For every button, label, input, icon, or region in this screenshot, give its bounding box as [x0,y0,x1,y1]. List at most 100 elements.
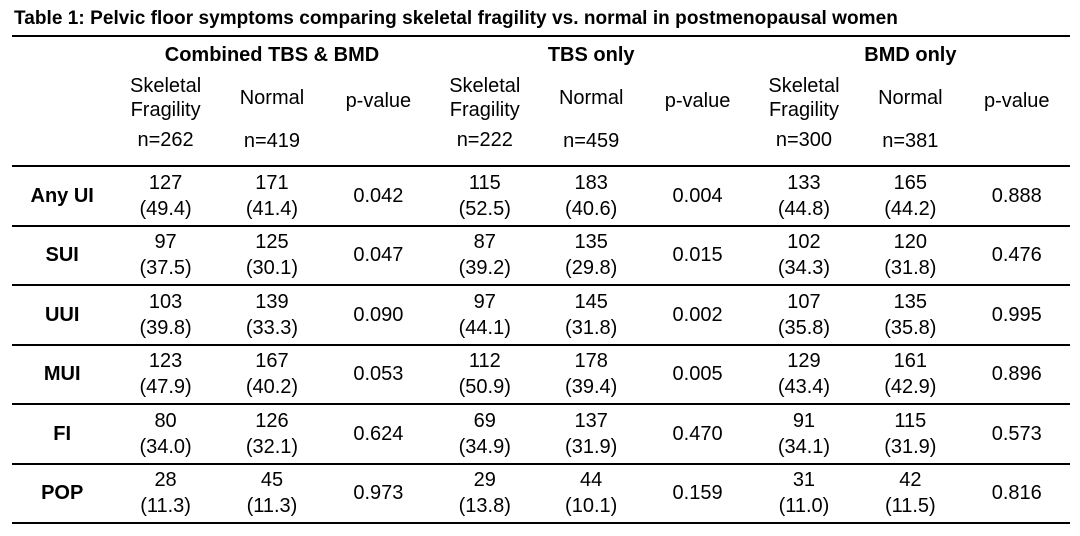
subheader-normal-label: Normal [558,87,624,109]
p-value-cell: 0.015 [644,224,751,285]
skeletal-fragility-cell: 29 (13.8) [431,462,538,524]
normal-cell: 44 (10.1) [537,462,645,524]
count-value: 165 [893,171,928,194]
percent-value: (13.8) [458,495,511,518]
normal-cell: 178 (39.4) [537,343,645,404]
subheader-normal: Normal n=459 [538,73,644,166]
count-value: 115 [894,409,927,432]
percent-value: (11.0) [778,495,830,518]
skeletal-fragility-cell: 69 (34.9) [431,403,538,464]
skeletal-fragility-cell: 91 (34.1) [750,403,858,464]
symptoms-table: Combined TBS & BMD TBS only BMD only Ske… [12,35,1070,524]
group-header-row: Combined TBS & BMD TBS only BMD only [12,35,1070,73]
count-value: 120 [893,231,928,254]
count-value: 28 [154,469,177,492]
normal-cell: 145 (31.8) [537,284,645,345]
p-value-cell: 0.002 [644,284,751,345]
count-value: 87 [473,231,496,254]
subheader-row: Skeletal Fragility n=262 Normal n=419 p-… [12,73,1070,166]
skeletal-fragility-cell: 112 (50.9) [431,343,538,404]
subheader-normal-label: Normal [878,87,943,109]
count-value: 91 [792,409,816,432]
skeletal-fragility-cell: 80 (34.0) [112,403,219,464]
percent-value: (43.4) [777,376,831,399]
count-value: 80 [154,409,177,432]
subheader-pvalue: p-value [345,90,412,112]
count-value: 135 [574,231,608,254]
percent-value: (41.4) [245,197,299,220]
percent-value: (31.9) [565,435,618,458]
percent-value: (34.0) [139,435,192,458]
subheader-normal-label: Normal [239,87,305,109]
percent-value: (10.1) [565,495,618,518]
count-value: 97 [473,290,496,313]
subheader-normal: Normal n=419 [219,73,325,166]
p-value-cell: 0.896 [963,343,1070,404]
skeletal-fragility-cell: 97 (44.1) [431,284,538,345]
count-combined-normal: n=419 [243,130,301,152]
count-value: 126 [255,409,289,432]
percent-value: (44.8) [777,197,831,220]
count-value: 178 [574,350,608,373]
group-header-tbs: TBS only [431,35,751,73]
subheader-skeletal-line2: Fragility [449,99,520,121]
percent-value: (33.3) [245,316,299,339]
percent-value: (11.3) [246,495,298,518]
percent-value: (42.9) [884,376,937,399]
skeletal-fragility-cell: 31 (11.0) [750,462,858,524]
normal-cell: 135 (29.8) [537,224,645,285]
normal-cell: 167 (40.2) [218,343,326,404]
row-label: UUI [12,284,113,345]
p-value-cell: 0.090 [325,284,432,345]
p-value-cell: 0.004 [644,165,751,226]
count-value: 167 [255,350,289,373]
count-value: 31 [792,469,816,492]
subheader-skeletal-line1: Skeletal [129,75,202,97]
count-value: 97 [154,231,177,254]
subheader-pvalue: p-value [983,90,1050,112]
normal-cell: 165 (44.2) [857,165,964,226]
count-value: 29 [473,469,496,492]
percent-value: (30.1) [245,257,299,280]
count-value: 137 [574,409,608,432]
subheader-skeletal-line1: Skeletal [768,75,840,97]
p-value-cell: 0.053 [325,343,432,404]
skeletal-fragility-cell: 28 (11.3) [112,462,219,524]
p-value-cell: 0.973 [325,462,432,524]
percent-value: (29.8) [565,257,618,280]
table-title: Table 1: Pelvic floor symptoms comparing… [14,8,898,29]
percent-value: (40.6) [565,197,618,220]
normal-cell: 115 (31.9) [857,403,964,464]
count-value: 139 [255,290,289,313]
count-value: 125 [255,231,289,254]
table-row: Any UI 127 (49.4) 171 (41.4) 0.042 115 (52.5) 18… [12,165,1070,226]
count-value: 42 [899,469,922,492]
table-row: POP 28 (11.3) 45 (11.3) 0.973 29 (13.8) 44 (10.1)… [12,462,1070,524]
percent-value: (32.1) [245,435,299,458]
skeletal-fragility-cell: 133 (44.8) [750,165,858,226]
normal-cell: 42 (11.5) [857,462,964,524]
corner-cell [12,35,113,73]
count-value: 45 [260,469,284,492]
count-value: 145 [574,290,608,313]
normal-cell: 171 (41.4) [218,165,326,226]
count-value: 133 [787,171,821,194]
percent-value: (39.4) [565,376,618,399]
p-value-cell: 0.042 [325,165,432,226]
group-header-combined: Combined TBS & BMD [112,35,432,73]
count-value: 44 [580,469,603,492]
percent-value: (35.8) [884,316,937,339]
table-row: MUI 123 (47.9) 167 (40.2) 0.053 112 (50.9) 178 (3… [12,343,1070,404]
count-value: 112 [468,350,501,373]
count-value: 161 [893,350,928,373]
table-row: FI 80 (34.0) 126 (32.1) 0.624 69 (34.9) 137 (31.9… [12,403,1070,464]
row-label: Any UI [12,165,113,226]
normal-cell: 135 (35.8) [857,284,964,345]
percent-value: (31.8) [884,257,937,280]
subheader-skeletal-line1: Skeletal [449,75,521,97]
subheader-empty [12,73,112,166]
normal-cell: 125 (30.1) [218,224,326,285]
p-value-cell: 0.573 [963,403,1070,464]
skeletal-fragility-cell: 107 (35.8) [750,284,858,345]
row-label: MUI [12,343,113,404]
